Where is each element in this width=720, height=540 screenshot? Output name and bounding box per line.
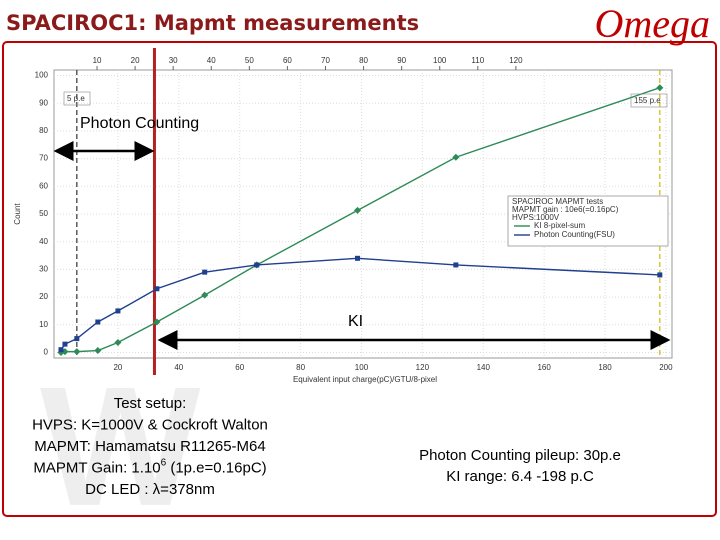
setup-line: MAPMT Gain: 1.106 (1p.e=0.16pC) [33,457,266,476]
watermark: W [40,352,201,540]
x-tick-label: 160 [537,363,551,372]
legend-label: KI 8-pixel-sum [534,221,585,230]
x2-tick-label: 10 [93,56,102,65]
x-tick-label: 180 [598,363,612,372]
y-tick-label: 30 [39,264,48,273]
y-axis-label: Count [13,203,22,225]
annotation-box [63,91,91,106]
annotation: 155 p.e [634,96,661,105]
data-point [656,84,664,92]
text-part: (1p.e=0.16pC) [166,459,266,476]
x-tick-label: 80 [296,363,305,372]
x2-tick-label: 80 [359,56,368,65]
data-point [453,262,459,268]
data-point [353,206,362,214]
x-tick-label: 60 [235,363,244,372]
data-point [95,319,101,325]
x-tick-label: 140 [477,363,491,372]
legend-title: MAPMT gain : 10e6(=0.16pC) [512,205,619,214]
legend-box [507,195,669,247]
x2-tick-label: 120 [509,56,523,65]
data-point [254,262,260,268]
y-tick-label: 40 [39,237,48,246]
slide-frame [2,41,717,517]
setup-line: MAPMT: Hamamatsu R11265-M64 [34,438,265,455]
annotation: 5 p.e [67,94,85,103]
legend-title: SPACIROC MAPMT tests [512,197,603,206]
data-point [452,153,460,161]
data-point [202,269,208,275]
data-point [94,346,102,355]
x-tick-label: 120 [416,363,430,372]
logo: Omega [594,1,710,46]
data-point [201,291,209,299]
data-point [115,308,121,314]
note-line: Photon Counting pileup: 30p.e [419,447,621,464]
x-axis-label: Equivalent input charge(pC)/GTU/8-pixel [293,375,437,384]
x2-tick-label: 110 [471,56,484,65]
data-point [657,272,663,278]
x2-tick-label: 100 [433,56,447,65]
legend-title: HVPS:1000V [512,213,560,222]
x2-tick-label: 90 [397,56,406,65]
annotation: KI [348,313,363,330]
x2-tick-label: 70 [321,56,330,65]
y-tick-label: 70 [39,154,48,163]
x2-tick-label: 20 [131,56,140,65]
y-tick-label: 20 [39,292,48,301]
x2-tick-label: 60 [283,56,292,65]
annotation: Photon Counting [80,115,199,132]
data-point [58,347,64,353]
y-tick-label: 100 [35,71,49,80]
y-tick-label: 50 [39,209,48,218]
setup-line: DC LED : λ=378nm [85,481,215,498]
x-tick-label: 100 [355,363,369,372]
data-point [355,255,361,261]
data-point [74,336,80,342]
data-point [154,286,160,292]
y-tick-label: 0 [44,348,49,357]
x-tick-label: 200 [659,363,673,372]
x-tick-label: 20 [113,363,122,372]
data-point [62,341,68,347]
legend-label: Photon Counting(FSU) [534,230,615,239]
x2-tick-label: 30 [169,56,178,65]
setup-line: Test setup: [114,395,187,412]
y-tick-label: 90 [39,98,48,107]
data-point [73,348,81,356]
y-tick-label: 10 [39,320,48,329]
x2-tick-label: 40 [207,56,216,65]
y-tick-label: 60 [39,181,48,190]
x-tick-label: 40 [174,363,183,372]
x2-tick-label: 50 [245,56,254,65]
slide-title: SPACIROC1: Mapmt measurements [6,11,419,35]
annotation-box [630,93,668,108]
superscript: 6 [161,457,167,468]
text-part: MAPMT Gain: 1.10 [33,459,160,476]
note-line: KI range: 6.4 -198 p.C [446,468,594,485]
setup-line: HVPS: K=1000V & Cockroft Walton [32,416,268,433]
y-tick-label: 80 [39,126,48,135]
data-point [114,338,122,347]
data-point [153,318,161,326]
